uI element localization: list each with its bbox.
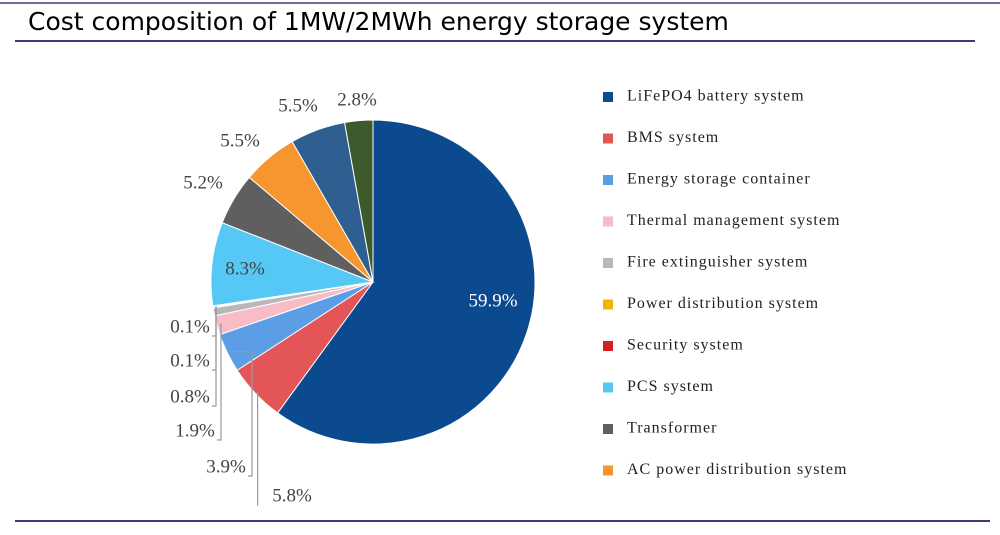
- legend-label: BMS system: [627, 129, 719, 146]
- legend-label: AC power distribution system: [627, 461, 847, 478]
- slice-label: 3.9%: [206, 456, 246, 477]
- legend-label: Power distribution system: [627, 295, 819, 312]
- slice-label: 5.5%: [278, 95, 318, 116]
- slice-label: 0.8%: [170, 386, 210, 407]
- slice-label: 8.3%: [225, 258, 265, 279]
- legend-label: Thermal management system: [627, 212, 840, 229]
- slice-label: 5.5%: [220, 130, 260, 151]
- legend-label: Energy storage container: [627, 171, 811, 188]
- slice-label: 2.8%: [337, 89, 377, 110]
- slice-label: 0.1%: [170, 350, 210, 371]
- leader-line: [217, 325, 221, 440]
- legend-swatch: [603, 175, 613, 185]
- slice-label: 5.8%: [272, 485, 312, 506]
- legend-swatch: [603, 300, 613, 310]
- legend-label: Fire extinguisher system: [627, 254, 808, 271]
- legend-label: Security system: [627, 337, 744, 354]
- legend-label: PCS system: [627, 378, 714, 395]
- legend-swatch: [603, 383, 613, 393]
- slice-label: 59.9%: [468, 290, 517, 311]
- legend-swatch: [603, 92, 613, 102]
- slice-label: 1.9%: [175, 420, 215, 441]
- slice-label: 0.1%: [170, 316, 210, 337]
- legend-swatch: [603, 134, 613, 144]
- slice-label: 5.2%: [183, 172, 223, 193]
- legend-swatch: [603, 217, 613, 227]
- legend-swatch: [603, 466, 613, 476]
- legend-swatch: [603, 258, 613, 268]
- chart-title: Cost composition of 1MW/2MWh energy stor…: [28, 7, 729, 36]
- legend-label: Transformer: [627, 420, 717, 437]
- legend-swatch: [603, 424, 613, 434]
- legend-swatch: [603, 341, 613, 351]
- legend-label: LiFePO4 battery system: [627, 88, 805, 105]
